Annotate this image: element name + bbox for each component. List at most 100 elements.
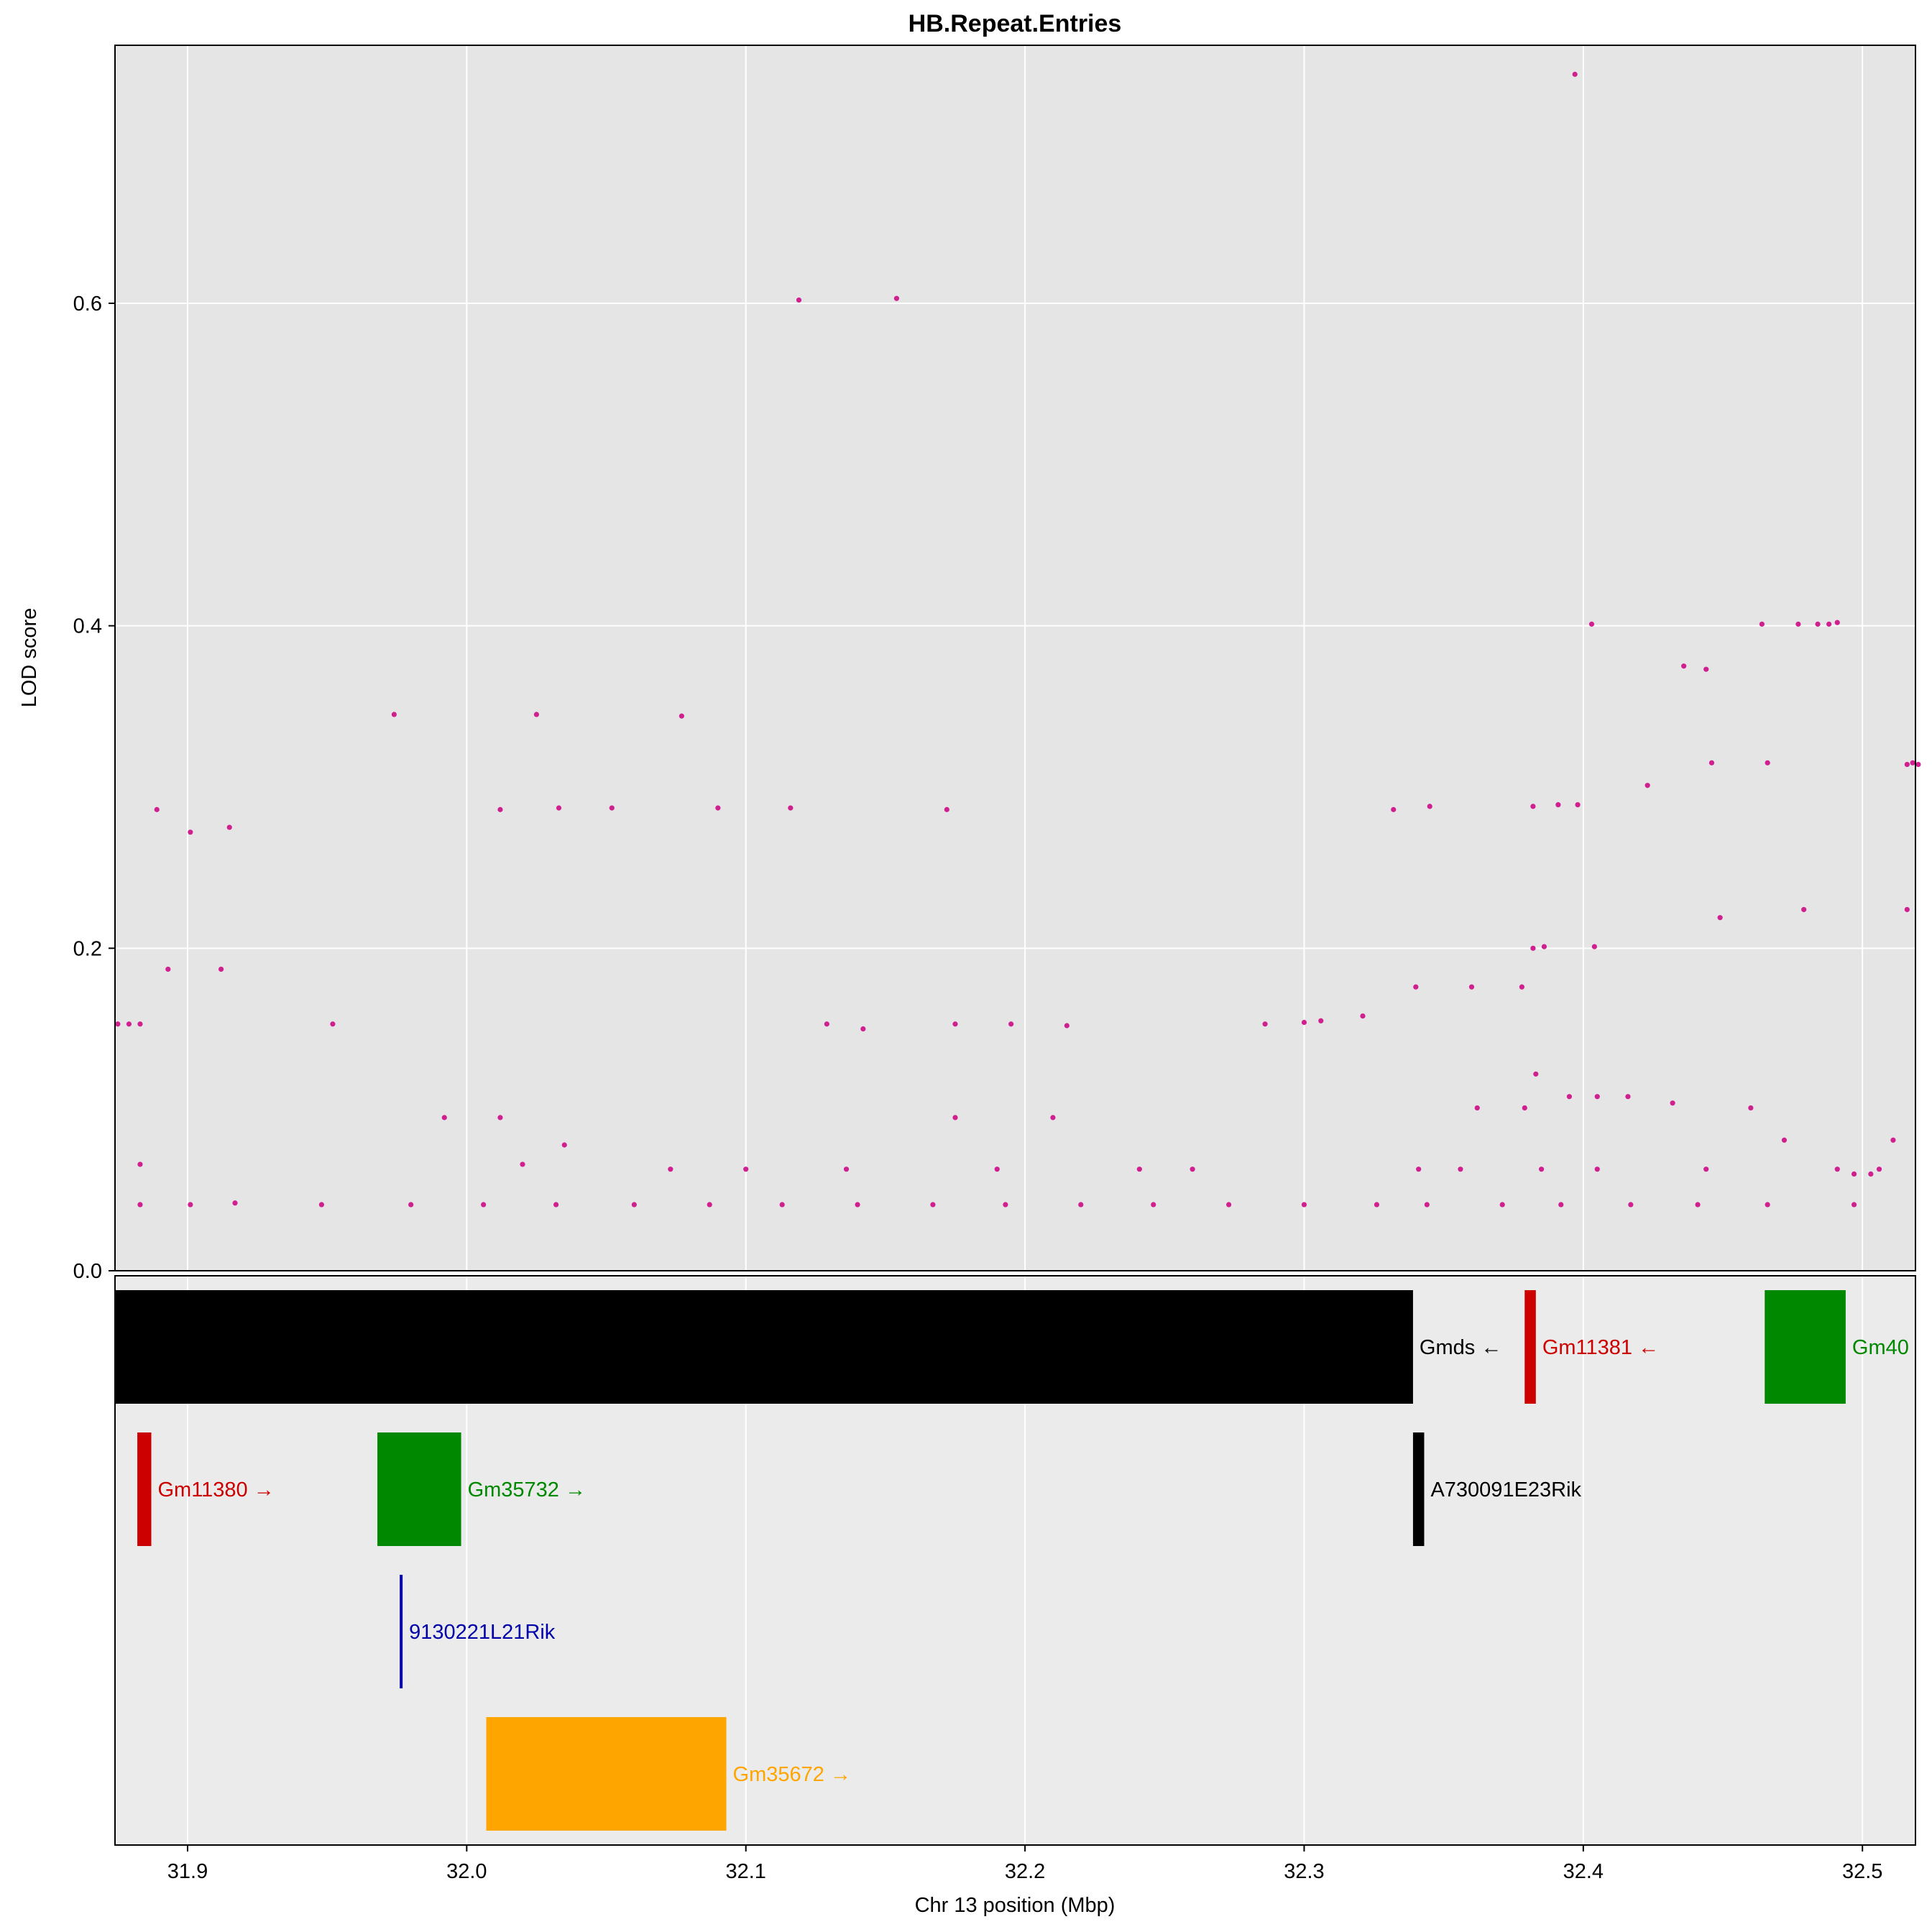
lod-point xyxy=(533,712,540,717)
x-tick-label: 31.9 xyxy=(167,1860,208,1883)
lod-point xyxy=(952,1021,958,1027)
gene-track: Gmds ← Gm11381 ← Gm40 Gm11380 → Gm35732 → A73… xyxy=(115,1290,1909,1831)
lod-point xyxy=(1670,1100,1675,1106)
y-tick-label: 0.6 xyxy=(73,293,102,316)
lod-point xyxy=(1190,1167,1195,1172)
lod-point xyxy=(556,805,562,811)
lod-point xyxy=(1815,621,1821,627)
x-tick-label: 32.0 xyxy=(446,1860,487,1883)
gene-bar xyxy=(1765,1290,1846,1404)
lod-point xyxy=(796,297,802,303)
lod-point xyxy=(1391,806,1397,812)
lod-point xyxy=(1904,761,1910,768)
lod-point xyxy=(1588,621,1595,627)
lod-point xyxy=(1519,984,1524,990)
x-axis-label: Chr 13 position (Mbp) xyxy=(915,1894,1116,1917)
gene-label: Gm11380 → xyxy=(157,1478,274,1501)
lod-point xyxy=(1533,1071,1539,1077)
lod-point xyxy=(1868,1171,1874,1177)
lod-point xyxy=(1530,945,1536,951)
lod-point xyxy=(1628,1202,1634,1208)
lod-point xyxy=(1522,1105,1527,1111)
lod-point xyxy=(391,712,397,717)
lod-point xyxy=(1078,1202,1084,1208)
lod-point xyxy=(824,1021,829,1027)
gene-label: Gm11381 ← xyxy=(1542,1336,1659,1359)
lod-point xyxy=(1064,1023,1070,1029)
gene-bar xyxy=(1524,1290,1536,1404)
lod-point xyxy=(1644,783,1650,788)
lod-point xyxy=(1003,1202,1008,1208)
lod-point xyxy=(1468,984,1475,990)
y-tick-label: 0.4 xyxy=(73,615,102,638)
gene-bar xyxy=(377,1432,461,1546)
lod-point xyxy=(609,805,615,811)
lod-point xyxy=(1572,71,1578,77)
lod-point xyxy=(952,1115,958,1121)
lod-point xyxy=(1703,666,1709,672)
lod-point xyxy=(1541,944,1547,949)
lod-point xyxy=(318,1202,324,1208)
lod-point xyxy=(1681,663,1687,669)
lod-points xyxy=(115,71,1921,1208)
gene-bar xyxy=(115,1290,1413,1404)
lod-point xyxy=(1499,1202,1505,1208)
lod-point xyxy=(1474,1105,1480,1111)
gene-panel-border xyxy=(114,1275,1916,1846)
lod-point xyxy=(1834,1167,1840,1172)
lod-point xyxy=(1416,1167,1422,1172)
lod-point xyxy=(1226,1202,1232,1208)
lod-point xyxy=(930,1202,936,1208)
lod-point xyxy=(1566,1094,1573,1100)
x-tick-label: 32.4 xyxy=(1563,1860,1604,1883)
lod-point xyxy=(330,1021,336,1027)
lod-point xyxy=(1765,1202,1770,1208)
lod-point xyxy=(1695,1202,1701,1208)
lod-point xyxy=(165,966,171,972)
lod-point xyxy=(126,1021,132,1027)
lod-point xyxy=(715,805,721,811)
lod-point xyxy=(115,1021,121,1027)
lod-point xyxy=(1910,760,1915,765)
lod-point xyxy=(154,806,160,812)
x-tick-label: 32.2 xyxy=(1005,1860,1045,1883)
lod-point xyxy=(1262,1021,1268,1027)
lod-point xyxy=(843,1167,850,1172)
lod-point xyxy=(1708,760,1715,765)
lod-point xyxy=(743,1167,749,1172)
lod-point xyxy=(1374,1202,1380,1208)
lod-point xyxy=(1717,915,1723,921)
lod-point xyxy=(1318,1018,1324,1024)
y-tick-label: 0.2 xyxy=(73,937,102,960)
gene-label: A730091E23Rik xyxy=(1430,1478,1581,1501)
lod-point xyxy=(1594,1094,1600,1100)
lod-point xyxy=(232,1200,238,1206)
lod-point xyxy=(1765,760,1770,765)
gene-label: Gm35672 → xyxy=(733,1763,851,1786)
lod-point xyxy=(1424,1202,1430,1208)
gene-label: Gm40 xyxy=(1852,1336,1909,1359)
lod-panel-border xyxy=(114,45,1916,1271)
lod-point xyxy=(707,1202,712,1208)
lod-point xyxy=(1458,1167,1463,1172)
lod-point xyxy=(1781,1137,1788,1143)
lod-point xyxy=(137,1162,143,1167)
lod-point xyxy=(481,1202,487,1208)
lod-point xyxy=(1558,1202,1564,1208)
lod-point xyxy=(1625,1094,1631,1100)
lod-point xyxy=(137,1021,143,1027)
lod-point xyxy=(1594,1167,1600,1172)
lod-point xyxy=(1413,984,1419,990)
lod-point xyxy=(1301,1019,1307,1026)
lod-point xyxy=(1904,906,1910,913)
lod-point xyxy=(1360,1013,1366,1019)
lod-point xyxy=(855,1202,860,1208)
lod-point xyxy=(779,1202,785,1208)
lod-point xyxy=(218,966,224,972)
lod-point xyxy=(188,829,193,835)
lod-point xyxy=(553,1202,559,1208)
y-axis-label: LOD score xyxy=(18,608,41,708)
x-tick-label: 32.1 xyxy=(725,1860,765,1883)
lod-panel-background xyxy=(115,45,1915,1271)
